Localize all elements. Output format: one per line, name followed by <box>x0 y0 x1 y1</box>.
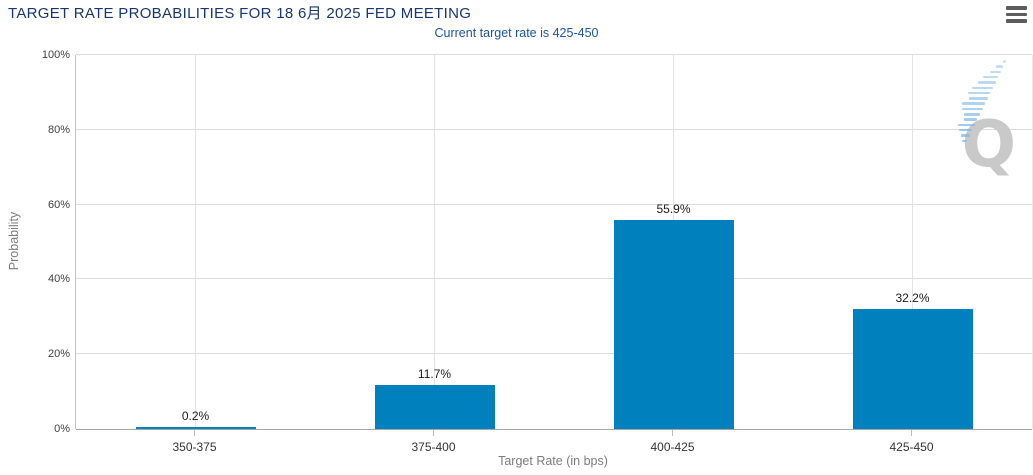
watermark-dash <box>962 102 986 105</box>
watermark-dash <box>957 123 975 127</box>
chart-subtitle: Current target rate is 425-450 <box>434 26 599 40</box>
x-tick-mark <box>433 429 434 436</box>
gridline-horizontal <box>76 278 1032 280</box>
plot-area: Q 0.2% 11.7% 55.9% 32.2% <box>75 54 1033 430</box>
y-tick-label: 20% <box>47 348 70 361</box>
x-axis-line <box>76 429 1032 430</box>
gridline-horizontal <box>76 54 1032 55</box>
watermark-dash <box>989 70 1001 74</box>
bar-value-label: 55.9% <box>656 201 691 216</box>
watermark-dash <box>968 97 988 100</box>
y-tick-label: 0% <box>54 423 70 435</box>
x-category-label: 350-375 <box>172 440 217 454</box>
watermark-dash <box>977 81 996 84</box>
x-tick-mark <box>672 429 673 436</box>
y-tick-label: 80% <box>47 123 70 136</box>
page-title: TARGET RATE PROBABILITIES FOR 18 6月 2025… <box>8 5 472 22</box>
gridline-horizontal <box>76 203 1032 205</box>
watermark-dash <box>972 86 993 90</box>
watermark-dash <box>1003 60 1006 63</box>
y-tick-label: 60% <box>47 198 70 211</box>
gridline-vertical <box>434 55 435 429</box>
hamburger-menu-icon[interactable] <box>1006 6 1027 26</box>
watermark-dash <box>962 139 967 143</box>
gridline-vertical <box>195 55 196 429</box>
hamburger-bar <box>1006 12 1027 16</box>
bar-value-label: 0.2% <box>181 409 210 423</box>
y-tick-label: 100% <box>41 49 70 61</box>
watermark-dash <box>968 91 991 95</box>
bar-value-label: 11.7% <box>417 367 452 382</box>
y-tick-label: 40% <box>47 273 70 286</box>
y-axis-title: Probability <box>7 211 21 271</box>
watermark-dash <box>961 107 983 111</box>
watermark-dash <box>960 134 970 137</box>
gridline-horizontal <box>76 128 1032 130</box>
hamburger-bar <box>1006 6 1027 10</box>
watermark-dash <box>964 118 978 121</box>
x-category-label: 400-425 <box>650 440 695 454</box>
probability-bar[interactable] <box>613 219 734 429</box>
x-category-label: 375-400 <box>411 440 456 454</box>
probability-bar[interactable] <box>852 308 973 429</box>
watermark-dash <box>996 65 1004 68</box>
watermark-dash <box>964 113 980 116</box>
gridline-horizontal <box>76 353 1032 355</box>
quikstrike-watermark-icon: Q <box>961 108 1016 182</box>
probability-bar[interactable] <box>135 427 256 429</box>
x-tick-mark <box>911 429 912 436</box>
x-tick-mark <box>194 429 195 436</box>
probability-bar[interactable] <box>374 385 495 429</box>
hamburger-bar <box>1006 19 1027 23</box>
gridline-vertical <box>912 55 913 429</box>
watermark-dash <box>983 75 999 79</box>
bar-value-label: 32.2% <box>895 290 930 305</box>
x-axis-title: Target Rate (in bps) <box>498 454 608 468</box>
watermark-dash <box>959 128 973 132</box>
x-category-label: 425-450 <box>889 440 934 454</box>
